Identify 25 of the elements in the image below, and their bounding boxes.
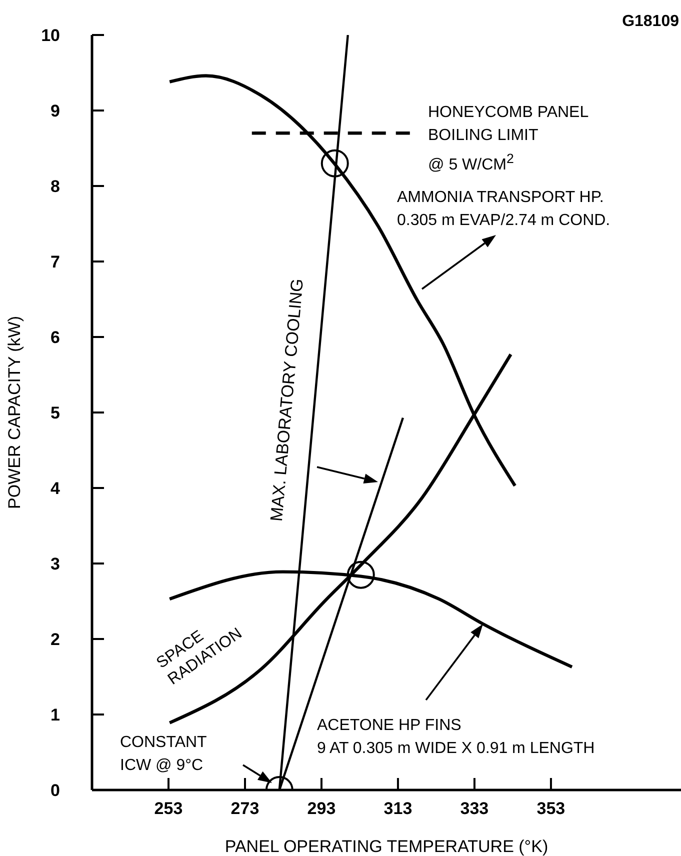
annotation: CONSTANT ICW @ 9°C [120,733,207,776]
x-tick-label: 253 [154,799,183,818]
y-tick-label: 0 [50,781,60,800]
text: MAX. LABORATORY COOLING [266,278,308,522]
series-label: AMMONIA TRANSPORT HP. 0.305 m EVAP/2.74 m COND. [397,188,610,231]
y-tick-label: 2 [50,630,60,649]
y-tick-label: 4 [50,479,61,498]
x-tick-label: 353 [536,799,566,818]
x-axis-title: PANEL OPERATING TEMPERATURE (°K) [224,837,548,856]
y-tick-label: 3 [50,554,60,574]
y-tick-label: 1 [50,706,60,724]
text: ACETONE HP FINS 9 AT 0.305 m WIDE X 0.91 m LENGTH [317,716,595,759]
y-tick-label: 9 [50,102,60,120]
y-tick-label: 7 [50,252,60,272]
x-tick-label: 333 [460,799,489,818]
y-tick-label: 8 [50,177,60,196]
x-tick-label: 273 [230,799,260,818]
text: G18109 [622,12,679,32]
series-label: HONEYCOMB PANEL BOILING LIMIT @ 5 W/CM$^{2}$ [428,103,589,176]
y-tick-label: 5 [50,404,60,422]
x-tick-label: 293 [307,799,336,818]
y-axis-title: POWER CAPACITY (kW) [5,316,24,509]
y-tick-label: 6 [50,328,60,347]
x-tick-label: 313 [384,799,412,818]
y-tick-label: 10 [41,26,60,45]
